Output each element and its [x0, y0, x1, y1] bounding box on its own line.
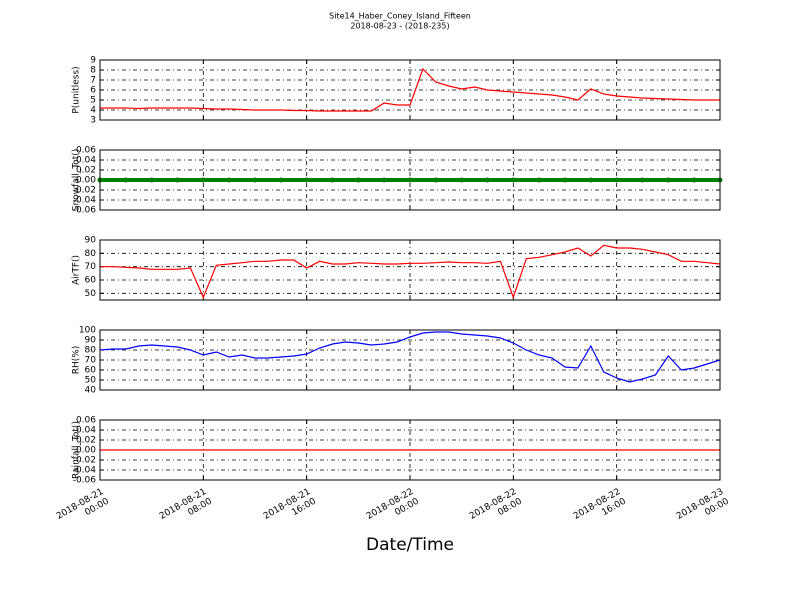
- data-point: [200, 177, 206, 183]
- y-tick-label: 7: [90, 76, 96, 86]
- y-tick-label: 0.06: [76, 146, 96, 156]
- data-point: [433, 177, 439, 183]
- plot-frame: [99, 239, 721, 301]
- data-point: [278, 177, 284, 183]
- y-tick-label: -0.02: [73, 186, 96, 196]
- y-tick-label: 9: [90, 56, 96, 66]
- y-tick-label: 0.04: [76, 156, 96, 166]
- y-tick-label: 100: [79, 326, 96, 336]
- data-point: [640, 177, 645, 183]
- y-axis-label: Snowfall_Tot(): [72, 149, 82, 212]
- y-axis-label: AirTF(): [72, 255, 82, 285]
- y-tick-label: 3: [90, 116, 96, 126]
- y-tick-label: 0.02: [76, 166, 96, 176]
- data-point: [252, 177, 258, 183]
- y-tick-label: -0.04: [73, 196, 97, 206]
- y-tick-label: 90: [85, 236, 97, 246]
- y-tick-label: 4: [90, 106, 96, 116]
- y-tick-label: 70: [85, 262, 97, 272]
- data-point: [149, 177, 155, 183]
- y-tick-label: 0.04: [76, 426, 96, 436]
- chart-subtitle: 2018-08-23 - (2018-235): [350, 22, 449, 31]
- y-tick-label: 80: [85, 346, 97, 356]
- y-tick-label: 6: [90, 86, 96, 96]
- data-point: [123, 177, 129, 183]
- y-tick-label: 60: [85, 366, 97, 376]
- data-line: [100, 244, 721, 300]
- y-tick-label: 60: [85, 276, 97, 286]
- data-point: [691, 177, 697, 183]
- data-point: [407, 177, 413, 183]
- x-axis-label: Date/Time: [366, 535, 454, 555]
- y-tick-label: 0.00: [76, 446, 96, 456]
- y-tick-label: -0.02: [73, 456, 96, 466]
- y-axis-label: RH(%): [72, 346, 82, 375]
- y-tick-label: 0.06: [76, 416, 96, 426]
- data-line: [100, 67, 720, 112]
- data-point: [510, 177, 516, 183]
- y-tick-label: 80: [85, 249, 97, 259]
- y-tick-label: 50: [85, 289, 97, 299]
- data-point: [459, 177, 465, 183]
- plot-frame: [99, 329, 721, 391]
- data-point: [381, 177, 387, 183]
- y-tick-label: 5: [90, 96, 96, 106]
- y-tick-label: 50: [85, 376, 97, 386]
- data-point: [485, 177, 490, 183]
- y-axis-label: Rainfall_Tot(): [72, 421, 82, 479]
- data-point: [175, 177, 180, 183]
- plot-frame: [99, 59, 721, 121]
- y-tick-label: -0.06: [73, 476, 97, 486]
- data-point: [536, 177, 542, 183]
- y-tick-label: 40: [85, 386, 97, 396]
- plot-frame: [99, 149, 721, 211]
- data-point: [355, 177, 361, 183]
- data-line: [99, 331, 721, 383]
- data-point: [304, 177, 310, 183]
- y-tick-label: 70: [85, 356, 97, 366]
- plot-frame: [99, 419, 721, 481]
- data-point: [614, 177, 620, 183]
- data-point: [330, 177, 335, 183]
- y-tick-label: 8: [90, 66, 96, 76]
- y-tick-label: -0.06: [73, 206, 97, 216]
- chart-title: Site14_Haber_Coney_Island_Fifteen: [329, 12, 471, 21]
- y-tick-label: -0.04: [73, 466, 97, 476]
- data-point: [226, 177, 232, 183]
- data-point: [562, 177, 568, 183]
- y-tick-label: 0.00: [76, 176, 96, 186]
- y-axis-label: P(unitless): [72, 66, 82, 113]
- data-point: [665, 177, 671, 183]
- y-tick-label: 90: [85, 336, 97, 346]
- data-point: [588, 177, 594, 183]
- y-tick-label: 0.02: [76, 436, 96, 446]
